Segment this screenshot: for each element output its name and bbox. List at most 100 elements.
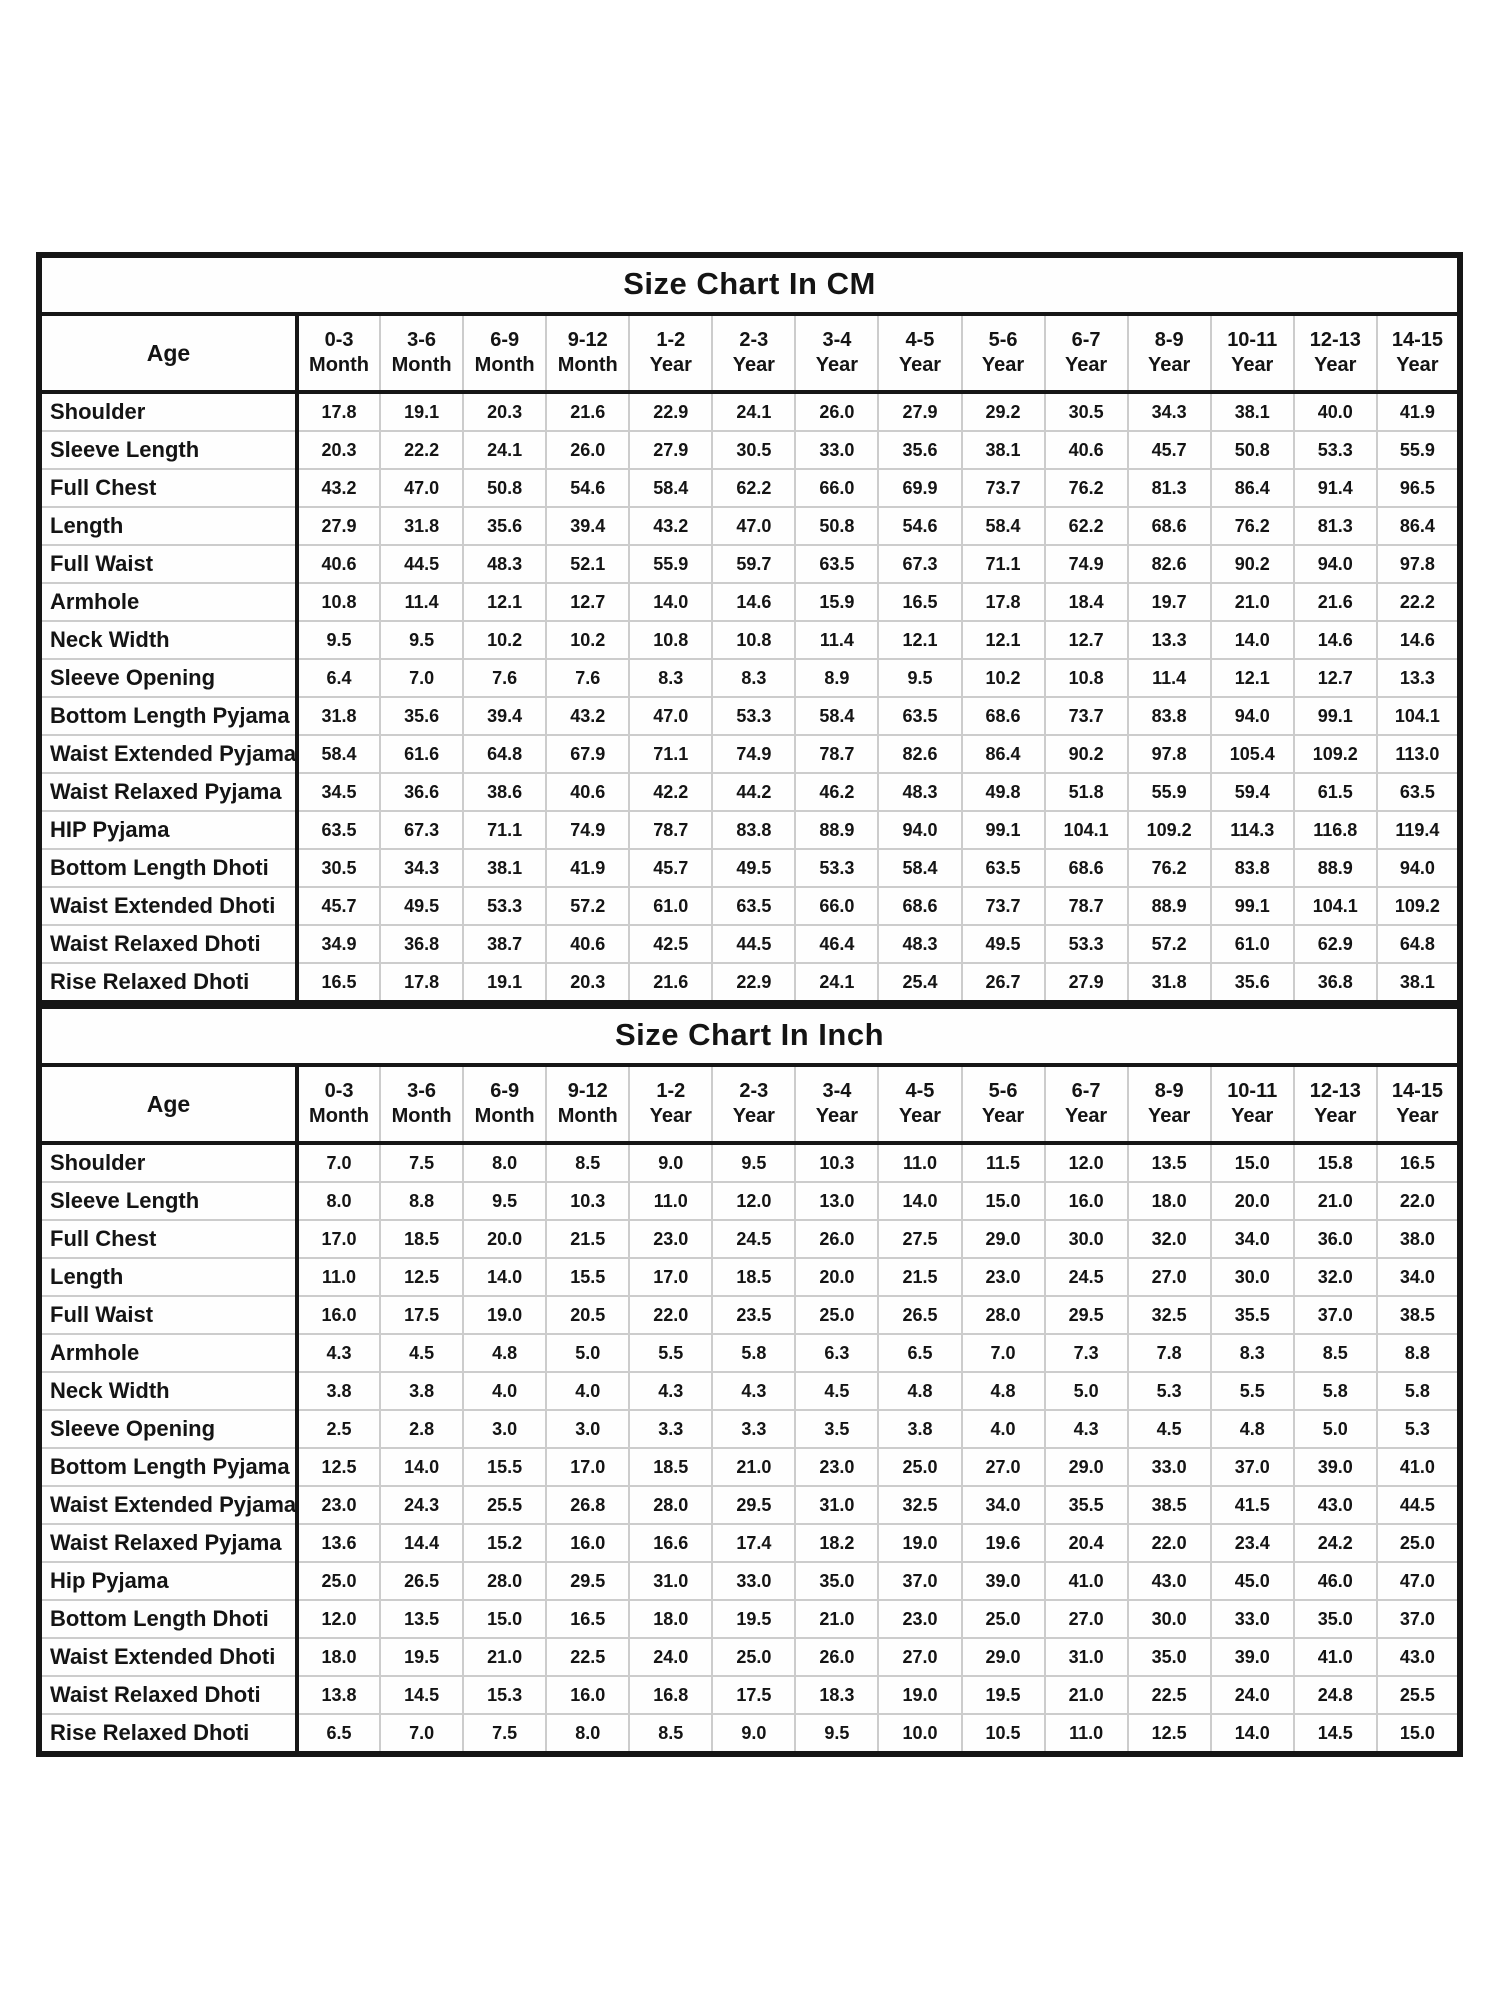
size-value-cell: 8.0 [295, 1181, 381, 1220]
size-value-cell: 21.5 [877, 1257, 962, 1296]
size-value-cell: 22.9 [711, 962, 796, 1003]
row-label: Bottom Length Pyjama [39, 696, 299, 735]
size-value-cell: 83.8 [711, 810, 796, 849]
size-value-cell: 12.7 [545, 582, 630, 621]
size-value-cell: 25.0 [295, 1561, 381, 1600]
size-value-cell: 21.0 [1292, 1181, 1377, 1220]
size-value-cell: 25.0 [711, 1637, 796, 1676]
size-value-cell: 41.0 [1292, 1637, 1377, 1676]
size-value-cell: 104.1 [1043, 810, 1128, 849]
size-value-cell: 76.2 [1209, 506, 1294, 545]
size-value-cell: 50.8 [462, 468, 547, 507]
size-value-cell: 63.5 [1375, 772, 1460, 811]
size-value-cell: 5.8 [1292, 1371, 1377, 1410]
size-value-cell: 13.3 [1375, 658, 1460, 697]
row-label: Waist Extended Dhoti [39, 886, 299, 925]
age-column-header: 2-3 Year [711, 1065, 796, 1145]
size-value-cell: 39.4 [462, 696, 547, 735]
measurement-row: Waist Relaxed Pyjama 34.5 36.6 38.6 40.6 42.2… [39, 772, 1460, 811]
size-value-cell: 88.9 [1292, 848, 1377, 887]
measurement-row: Waist Extended Dhoti 18.0 19.5 21.0 22.5 24.0… [39, 1637, 1460, 1676]
size-value-cell: 26.0 [545, 430, 630, 469]
size-value-cell: 16.0 [545, 1675, 630, 1714]
size-value-cell: 24.0 [1209, 1675, 1294, 1714]
size-value-cell: 7.3 [1043, 1333, 1128, 1372]
size-value-cell: 28.0 [960, 1295, 1045, 1334]
size-value-cell: 90.2 [1209, 544, 1294, 583]
size-value-cell: 68.6 [960, 696, 1045, 735]
size-value-cell: 5.8 [1375, 1371, 1460, 1410]
size-value-cell: 3.8 [379, 1371, 464, 1410]
row-label: Neck Width [39, 620, 299, 659]
size-value-cell: 63.5 [877, 696, 962, 735]
size-value-cell: 17.5 [379, 1295, 464, 1334]
size-value-cell: 19.5 [379, 1637, 464, 1676]
row-label: Sleeve Length [39, 430, 299, 469]
size-value-cell: 25.0 [1375, 1523, 1460, 1562]
size-value-cell: 46.2 [794, 772, 879, 811]
size-value-cell: 5.3 [1375, 1409, 1460, 1448]
size-value-cell: 35.6 [462, 506, 547, 545]
size-value-cell: 23.0 [794, 1447, 879, 1486]
size-value-cell: 31.8 [1126, 962, 1211, 1003]
size-value-cell: 27.0 [1126, 1257, 1211, 1296]
size-value-cell: 12.5 [295, 1447, 381, 1486]
row-label: Rise Relaxed Dhoti [39, 962, 299, 1003]
size-value-cell: 17.4 [711, 1523, 796, 1562]
size-value-cell: 68.6 [1126, 506, 1211, 545]
size-value-cell: 4.0 [545, 1371, 630, 1410]
size-value-cell: 21.0 [1209, 582, 1294, 621]
size-value-cell: 9.5 [379, 620, 464, 659]
size-value-cell: 63.5 [711, 886, 796, 925]
size-value-cell: 34.5 [295, 772, 381, 811]
size-value-cell: 94.0 [1292, 544, 1377, 583]
size-value-cell: 10.8 [628, 620, 713, 659]
size-value-cell: 24.5 [711, 1219, 796, 1258]
age-column-header: 3-6 Month [379, 314, 464, 394]
size-value-cell: 24.1 [711, 391, 796, 431]
size-value-cell: 8.3 [711, 658, 796, 697]
size-value-cell: 4.8 [877, 1371, 962, 1410]
size-value-cell: 7.0 [295, 1142, 381, 1182]
size-value-cell: 34.0 [1375, 1257, 1460, 1296]
size-value-cell: 94.0 [1209, 696, 1294, 735]
size-value-cell: 14.0 [1209, 1713, 1294, 1754]
size-value-cell: 40.6 [545, 924, 630, 963]
size-value-cell: 15.8 [1292, 1142, 1377, 1182]
age-column-header: 1-2 Year [628, 1065, 713, 1145]
size-value-cell: 9.5 [794, 1713, 879, 1754]
size-value-cell: 8.5 [1292, 1333, 1377, 1372]
row-label: Armhole [39, 582, 299, 621]
size-value-cell: 61.6 [379, 734, 464, 773]
size-value-cell: 109.2 [1292, 734, 1377, 773]
size-value-cell: 22.2 [379, 430, 464, 469]
table-header-row: Age 0-3 Month 3-6 Month 6-9 Month 9-12 Month 1-2 Y… [39, 1065, 1460, 1145]
size-value-cell: 38.0 [1375, 1219, 1460, 1258]
size-value-cell: 25.5 [462, 1485, 547, 1524]
size-value-cell: 46.0 [1292, 1561, 1377, 1600]
size-value-cell: 12.1 [877, 620, 962, 659]
size-value-cell: 14.6 [1375, 620, 1460, 659]
size-value-cell: 78.7 [1043, 886, 1128, 925]
size-value-cell: 38.1 [462, 848, 547, 887]
size-value-cell: 10.8 [1043, 658, 1128, 697]
size-value-cell: 7.6 [545, 658, 630, 697]
size-value-cell: 4.3 [711, 1371, 796, 1410]
age-column-header: 3-6 Month [379, 1065, 464, 1145]
size-value-cell: 53.3 [711, 696, 796, 735]
size-value-cell: 32.5 [1126, 1295, 1211, 1334]
size-value-cell: 43.2 [628, 506, 713, 545]
age-column-header: 8-9 Year [1126, 314, 1211, 394]
size-value-cell: 9.5 [295, 620, 381, 659]
size-value-cell: 12.1 [1209, 658, 1294, 697]
size-value-cell: 18.0 [1126, 1181, 1211, 1220]
table-title-row: Size Chart In Inch [39, 1007, 1460, 1067]
size-value-cell: 94.0 [877, 810, 962, 849]
size-value-cell: 14.0 [877, 1181, 962, 1220]
age-column-header: 12-13 Year [1292, 1065, 1377, 1145]
size-value-cell: 14.4 [379, 1523, 464, 1562]
size-value-cell: 37.0 [1375, 1599, 1460, 1638]
size-value-cell: 14.5 [1292, 1713, 1377, 1754]
measurement-row: Full Chest 17.0 18.5 20.0 21.5 23.0 24.5 26.0 27… [39, 1219, 1460, 1258]
size-value-cell: 12.0 [711, 1181, 796, 1220]
